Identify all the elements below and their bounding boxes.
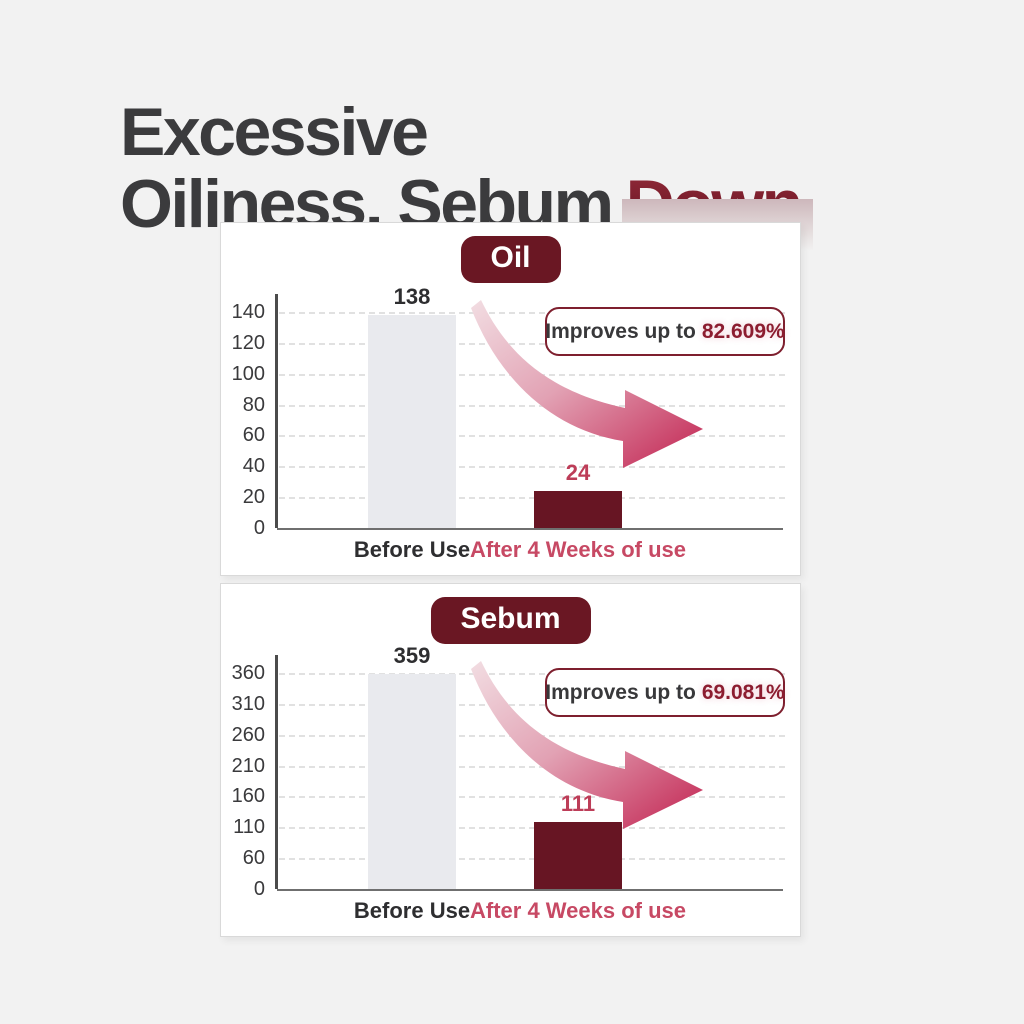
y-tick-label: 60 bbox=[242, 424, 265, 447]
bar-value-label: 24 bbox=[565, 460, 591, 485]
gridline bbox=[279, 404, 785, 407]
oil-chart-panel: Oil Improves up to 82.609% 0 20 40 60 80 100 1… bbox=[220, 222, 801, 576]
bar-after-use bbox=[534, 822, 622, 889]
x-category-label: Before Use bbox=[353, 898, 471, 923]
gridline bbox=[279, 497, 785, 500]
bar-value-label: 359 bbox=[393, 643, 431, 668]
x-category-label: After 4 Weeks of use bbox=[469, 537, 687, 562]
gridline bbox=[279, 796, 785, 799]
sebum-chart-panel: Sebum Improves up to 69.081% 0 60 110 160 21… bbox=[220, 583, 801, 937]
y-tick-label: 40 bbox=[242, 455, 265, 478]
plot-area: 0 20 40 60 80 100 120 140 138 Before Use 24 After 4… bbox=[232, 284, 785, 562]
improvement-callout: Improves up to 82.609% bbox=[545, 307, 785, 356]
chart-title-badge: Oil bbox=[460, 236, 561, 283]
page-title: Excessive Oiliness, Sebum Down bbox=[120, 93, 813, 252]
y-tick-label: 210 bbox=[231, 754, 265, 777]
y-tick-label: 0 bbox=[253, 878, 265, 900]
improvement-text: Improves up to bbox=[545, 680, 696, 704]
y-tick-label: 80 bbox=[242, 393, 265, 416]
gridline bbox=[279, 312, 785, 314]
improvement-percent: 69.081% bbox=[701, 680, 785, 704]
y-tick-label: 120 bbox=[231, 331, 265, 354]
down-trend-arrow bbox=[471, 661, 703, 829]
bar-after-use bbox=[534, 491, 622, 528]
bar-value-label: 138 bbox=[393, 284, 431, 309]
y-tick-label: 160 bbox=[231, 785, 265, 808]
title-line-1: Excessive bbox=[120, 93, 429, 170]
y-tick-label: 360 bbox=[231, 662, 265, 684]
down-trend-arrow bbox=[471, 300, 703, 468]
y-tick-label: 260 bbox=[231, 723, 265, 746]
y-tick-label: 310 bbox=[231, 692, 265, 715]
gridline bbox=[279, 703, 785, 706]
improvement-percent: 82.609% bbox=[701, 319, 785, 343]
improvement-text: Improves up to bbox=[545, 319, 696, 343]
plot-area: 0 60 110 160 210 260 310 360 359 Before Use 111 Aft… bbox=[232, 643, 785, 923]
x-category-label: After 4 Weeks of use bbox=[469, 898, 687, 923]
gridline bbox=[279, 858, 785, 861]
improvement-callout: Improves up to 69.081% bbox=[545, 668, 785, 717]
gridline bbox=[279, 765, 785, 768]
y-tick-label: 20 bbox=[242, 486, 265, 509]
bar-before-use bbox=[368, 315, 456, 528]
gridline bbox=[279, 435, 785, 438]
y-tick-label: 140 bbox=[231, 301, 265, 323]
gridline bbox=[279, 827, 785, 830]
chart-title-badge: Sebum bbox=[430, 597, 591, 644]
gridline bbox=[279, 673, 785, 675]
gridline bbox=[279, 342, 785, 345]
y-tick-label: 110 bbox=[233, 816, 265, 839]
y-tick-label: 0 bbox=[253, 517, 265, 539]
gridline bbox=[279, 466, 785, 469]
y-tick-label: 100 bbox=[231, 362, 265, 385]
bar-before-use bbox=[368, 674, 456, 889]
bar-value-label: 111 bbox=[560, 791, 596, 816]
y-tick-label: 60 bbox=[242, 847, 265, 870]
x-category-label: Before Use bbox=[353, 537, 471, 562]
